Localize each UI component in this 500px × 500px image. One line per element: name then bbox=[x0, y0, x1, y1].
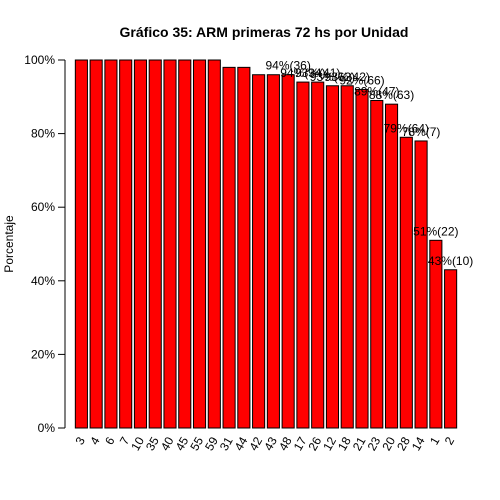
y-tick-label: 100% bbox=[24, 53, 55, 67]
bar-6 bbox=[104, 59, 118, 429]
bar-2 bbox=[444, 269, 458, 429]
bar-10 bbox=[133, 59, 148, 429]
data-label: 78%(7) bbox=[402, 125, 441, 139]
x-tick-label: 42 bbox=[246, 434, 265, 453]
bar-3 bbox=[74, 59, 88, 429]
data-label: 89%(47) bbox=[354, 84, 399, 98]
y-tick-label: 60% bbox=[31, 200, 55, 214]
x-tick-label: 10 bbox=[128, 434, 147, 453]
bar-1 bbox=[429, 239, 443, 429]
bar-20 bbox=[384, 103, 399, 429]
data-label: 94%(34) bbox=[280, 66, 325, 80]
bar-59 bbox=[207, 59, 221, 429]
bar-18 bbox=[340, 85, 354, 429]
data-label: 51%(22) bbox=[413, 224, 458, 238]
x-tick-label: 44 bbox=[232, 434, 251, 453]
x-tick-label: 48 bbox=[276, 434, 295, 453]
x-tick-label: 45 bbox=[173, 434, 192, 453]
chart-title: Gráfico 35: ARM primeras 72 hs por Unida… bbox=[120, 24, 409, 40]
data-label: 92%(66) bbox=[339, 73, 384, 87]
x-tick-label: 40 bbox=[158, 434, 177, 453]
x-tick-label: 31 bbox=[217, 434, 236, 453]
bar-31 bbox=[222, 66, 236, 429]
x-tick-label: 17 bbox=[291, 434, 310, 453]
bar-40 bbox=[163, 59, 177, 429]
x-tick-label: 12 bbox=[320, 434, 339, 453]
x-tick-label: 20 bbox=[379, 434, 398, 453]
bar-45 bbox=[178, 59, 192, 429]
data-label: 94%(36) bbox=[265, 59, 310, 73]
y-axis: 0% 20% 40% 60% 80% 100% bbox=[24, 53, 66, 435]
data-label: 43%(10) bbox=[428, 254, 473, 268]
y-axis-label: Porcentaje bbox=[2, 215, 16, 273]
bar-26 bbox=[311, 81, 325, 429]
x-tick-label: 23 bbox=[365, 434, 384, 453]
x-tick-label: 2 bbox=[442, 434, 458, 447]
bar-42 bbox=[252, 74, 266, 429]
y-tick-label: 0% bbox=[38, 421, 56, 435]
x-tick-label: 1 bbox=[427, 434, 443, 447]
data-label: 79%(64) bbox=[384, 121, 429, 135]
bar-35 bbox=[148, 59, 162, 429]
x-tick-label: 43 bbox=[261, 434, 280, 453]
x-tick-label: 21 bbox=[350, 434, 369, 453]
y-tick-label: 80% bbox=[31, 127, 55, 141]
data-labels: 94%(36)94%(34)93%(41)93%(62)93%(42)92%(6… bbox=[265, 59, 473, 268]
data-label: 93%(41) bbox=[295, 66, 340, 80]
bars bbox=[74, 59, 458, 429]
x-axis-tick-labels: 3 4 6 7103540455559314442434817261218212320… bbox=[73, 434, 458, 453]
data-label: 93%(42) bbox=[325, 70, 370, 84]
bar-55 bbox=[192, 59, 207, 429]
bar-21 bbox=[355, 88, 369, 429]
bar-43 bbox=[266, 74, 280, 429]
bar-12 bbox=[325, 85, 340, 429]
bar-48 bbox=[281, 74, 295, 429]
bar-4 bbox=[89, 59, 103, 429]
y-tick-label: 40% bbox=[31, 274, 55, 288]
x-tick-label: 18 bbox=[335, 434, 354, 453]
bar-44 bbox=[237, 66, 251, 429]
x-tick-label: 26 bbox=[305, 434, 324, 453]
bar-17 bbox=[296, 81, 310, 429]
x-tick-label: 3 bbox=[73, 434, 89, 447]
x-tick-label: 6 bbox=[102, 434, 118, 447]
x-tick-label: 4 bbox=[87, 434, 103, 447]
data-label: 88%(63) bbox=[369, 88, 414, 102]
x-tick-label: 14 bbox=[409, 434, 428, 453]
bar-7 bbox=[119, 59, 133, 429]
x-tick-label: 59 bbox=[202, 434, 221, 453]
bar-28 bbox=[399, 136, 413, 429]
y-tick-label: 20% bbox=[31, 347, 55, 361]
bar-23 bbox=[370, 99, 384, 429]
x-tick-label: 55 bbox=[187, 434, 206, 453]
x-tick-label: 28 bbox=[394, 434, 413, 453]
x-tick-label: 35 bbox=[143, 434, 162, 453]
data-label: 93%(62) bbox=[310, 70, 355, 84]
bar-14 bbox=[414, 140, 428, 429]
